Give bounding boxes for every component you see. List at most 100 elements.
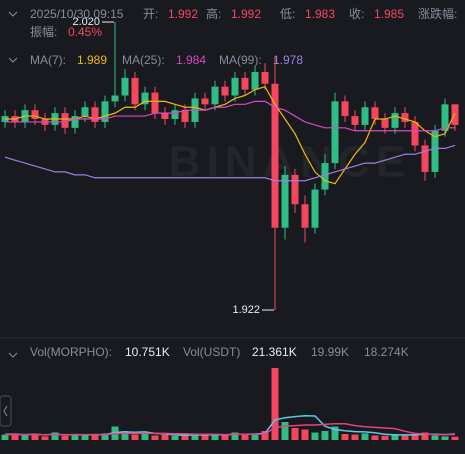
volume-bar — [431, 435, 439, 440]
volume-bar — [311, 432, 319, 440]
candle-body — [431, 130, 439, 172]
volume-bar — [291, 428, 299, 440]
volume-bar — [421, 432, 429, 440]
candle-body — [331, 101, 339, 164]
watermark: BINANCE — [169, 138, 411, 187]
candle-body — [31, 110, 39, 120]
candle-body — [341, 101, 349, 117]
volume-bar — [351, 434, 359, 440]
volume-bar — [451, 436, 459, 440]
volume-bar — [51, 432, 59, 440]
candle-body — [71, 116, 79, 128]
volume-bar — [41, 436, 49, 440]
amplitude-value: 0.45% — [68, 25, 102, 39]
volume-bar — [201, 434, 209, 440]
candle-body — [401, 113, 409, 122]
candle-body — [411, 121, 419, 146]
vol-usdt: 21.361K — [252, 345, 297, 359]
candle-body — [121, 77, 129, 96]
vol-ma-value: 18.274K — [364, 345, 409, 359]
candle-body — [181, 110, 189, 122]
volume-bar — [71, 434, 79, 440]
ma-label: MA(99): — [219, 53, 262, 67]
low-value: 1.983 — [305, 7, 335, 21]
candle-body — [451, 104, 459, 125]
candle-body — [261, 71, 269, 84]
volume-bar — [301, 429, 309, 440]
candle-body — [101, 101, 109, 122]
candle-body — [421, 145, 429, 172]
candle-body — [271, 83, 279, 228]
close-label: 收: — [349, 7, 364, 21]
volume-bar — [21, 435, 29, 440]
candle-body — [231, 77, 239, 96]
ma-value: 1.989 — [77, 53, 107, 67]
volume-bar — [401, 434, 409, 440]
open-value: 1.992 — [168, 7, 198, 21]
high-label: 高: — [206, 6, 221, 21]
candle-body — [281, 174, 289, 228]
change-label: 涨跌幅: — [418, 6, 457, 21]
volume-bar — [31, 434, 39, 440]
volume-ma-line — [5, 423, 456, 436]
collapse-icon[interactable] — [8, 11, 18, 17]
volume-bar — [391, 435, 399, 440]
volume-bar — [161, 434, 169, 440]
ma-label: MA(7): — [30, 53, 66, 67]
vol-ma-value: 19.99K — [311, 345, 349, 359]
volume-bar — [131, 434, 139, 440]
volume-bar — [331, 426, 339, 440]
volume-bar — [101, 433, 109, 440]
annotation-label: 1.922 — [232, 304, 260, 316]
candle-body — [111, 95, 119, 102]
candle-body — [81, 107, 89, 117]
candle-body — [141, 92, 149, 105]
volume-bar — [441, 436, 449, 440]
high-value: 1.992 — [231, 7, 261, 21]
scroll-icon — [3, 405, 8, 417]
ma-value: 1.984 — [176, 53, 206, 67]
candle-body — [361, 107, 369, 125]
volume-bar — [271, 368, 279, 440]
candle-body — [171, 110, 179, 120]
candle-body — [311, 189, 319, 228]
candle-body — [91, 107, 99, 122]
datetime: 2025/10/30 09:15 — [30, 7, 124, 21]
low-label: 低: — [280, 7, 295, 21]
volume-bar — [281, 422, 289, 440]
volume-bar — [231, 432, 239, 440]
candle-body — [381, 119, 389, 128]
ma-line — [5, 85, 456, 185]
volume-bar — [11, 433, 19, 440]
candle-body — [211, 86, 219, 105]
annotation-label: 2.020 — [72, 16, 100, 28]
candle-body — [351, 116, 359, 125]
vol-title: Vol(MORPHO): — [30, 345, 112, 359]
volume-bar — [91, 434, 99, 440]
volume-bar — [171, 435, 179, 440]
volume-bar — [251, 433, 259, 440]
volume-bar — [361, 433, 369, 440]
candle-body — [321, 163, 329, 190]
candle-body — [251, 71, 259, 90]
volume-bar — [381, 435, 389, 440]
vol-toggle[interactable] — [8, 352, 18, 358]
volume-bar — [341, 434, 349, 440]
volume-bar — [321, 431, 329, 440]
candle-body — [201, 98, 209, 105]
amplitude-label: 振幅: — [30, 24, 57, 39]
scroll-button[interactable] — [0, 395, 12, 427]
close-value: 1.985 — [374, 7, 404, 21]
candle-body — [151, 92, 159, 114]
ma-label: MA(25): — [122, 53, 165, 67]
candle-body — [61, 113, 69, 128]
candle-body — [221, 86, 229, 96]
ma-toggle[interactable] — [8, 57, 18, 63]
candle-body — [391, 113, 399, 128]
volume-bar — [151, 435, 159, 440]
vol-current: 10.751K — [125, 345, 170, 359]
volume-bar — [261, 431, 269, 440]
volume-bar — [241, 434, 249, 440]
